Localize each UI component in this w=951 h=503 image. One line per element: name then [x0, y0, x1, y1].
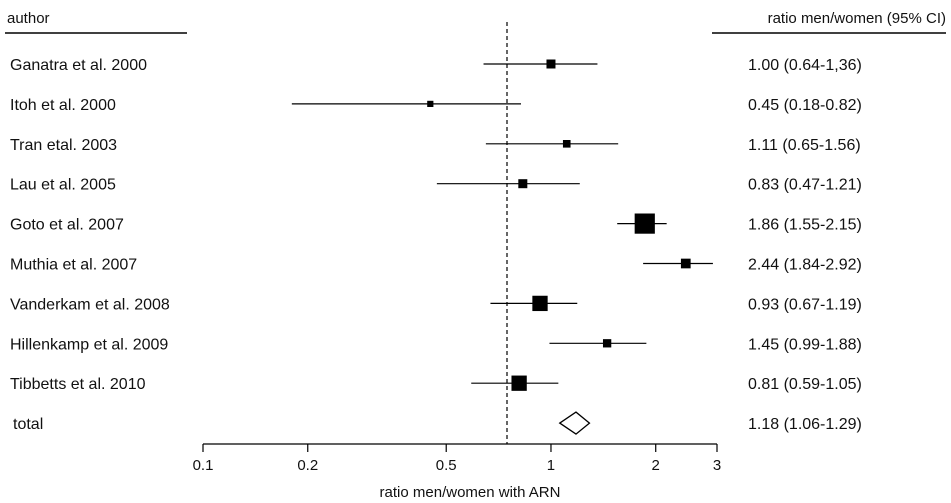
x-tick-label: 0.2	[297, 457, 318, 474]
author-column-header: author	[7, 10, 50, 27]
x-axis-label: ratio men/women with ARN	[380, 484, 561, 501]
study-row: Tibbetts et al. 2010 0.81 (0.59-1.05)	[10, 375, 862, 393]
pooled-estimate-diamond	[558, 411, 591, 435]
x-axis-ticks: 0.1 0.2 0.5 1 2 3	[193, 444, 721, 474]
point-estimate-marker	[602, 339, 612, 348]
ci-column-header: ratio men/women (95% CI)	[768, 10, 946, 27]
point-estimate-marker	[546, 59, 556, 69]
x-tick-label: 0.1	[193, 457, 214, 474]
study-ci-text: 0.45 (0.18-0.82)	[748, 97, 862, 114]
study-row: Goto et al. 2007 1.86 (1.55-2.15)	[10, 213, 862, 234]
study-author-label: Hillenkamp et al. 2009	[10, 336, 168, 353]
study-author-label: Tibbetts et al. 2010	[10, 376, 146, 393]
study-rows: Ganatra et al. 2000 1.00 (0.64-1,36) Itoh …	[10, 57, 862, 393]
point-estimate-marker	[680, 258, 691, 269]
total-row: total 1.18 (1.06-1.29)	[13, 411, 862, 435]
point-estimate-marker	[511, 375, 527, 391]
study-author-label: Goto et al. 2007	[10, 217, 124, 234]
study-row: Muthia et al. 2007 2.44 (1.84-2.92)	[10, 257, 862, 274]
point-estimate-marker	[518, 179, 528, 189]
study-author-label: Lau et al. 2005	[10, 177, 116, 194]
study-ci-text: 2.44 (1.84-2.92)	[748, 257, 862, 274]
point-estimate-marker	[427, 100, 434, 107]
x-tick-label: 0.5	[436, 457, 457, 474]
x-tick-label: 3	[713, 457, 721, 474]
study-ci-text: 0.93 (0.67-1.19)	[748, 296, 862, 313]
study-row: Itoh et al. 2000 0.45 (0.18-0.82)	[10, 97, 862, 114]
total-label: total	[13, 416, 43, 433]
study-ci-text: 1.45 (0.99-1.88)	[748, 336, 862, 353]
study-row: Vanderkam et al. 2008 0.93 (0.67-1.19)	[10, 295, 862, 313]
study-row: Ganatra et al. 2000 1.00 (0.64-1,36)	[10, 57, 862, 74]
point-estimate-marker	[532, 295, 548, 312]
study-ci-text: 0.83 (0.47-1.21)	[748, 177, 862, 194]
study-ci-text: 0.81 (0.59-1.05)	[748, 376, 862, 393]
study-row: Hillenkamp et al. 2009 1.45 (0.99-1.88)	[10, 336, 862, 353]
study-ci-text: 1.11 (0.65-1.56)	[748, 137, 861, 154]
study-row: Lau et al. 2005 0.83 (0.47-1.21)	[10, 177, 862, 194]
study-author-label: Muthia et al. 2007	[10, 257, 137, 274]
x-tick-label: 1	[547, 457, 555, 474]
study-author-label: Itoh et al. 2000	[10, 97, 116, 114]
point-estimate-marker	[634, 213, 655, 234]
study-author-label: Ganatra et al. 2000	[10, 57, 147, 74]
total-ci-text: 1.18 (1.06-1.29)	[748, 416, 862, 433]
point-estimate-marker	[562, 140, 571, 148]
study-ci-text: 1.86 (1.55-2.15)	[748, 217, 862, 234]
study-row: Tran etal. 2003 1.11 (0.65-1.56)	[10, 137, 861, 154]
x-tick-label: 2	[652, 457, 660, 474]
study-author-label: Tran etal. 2003	[10, 137, 117, 154]
study-ci-text: 1.00 (0.64-1,36)	[748, 57, 862, 74]
study-author-label: Vanderkam et al. 2008	[10, 296, 170, 313]
